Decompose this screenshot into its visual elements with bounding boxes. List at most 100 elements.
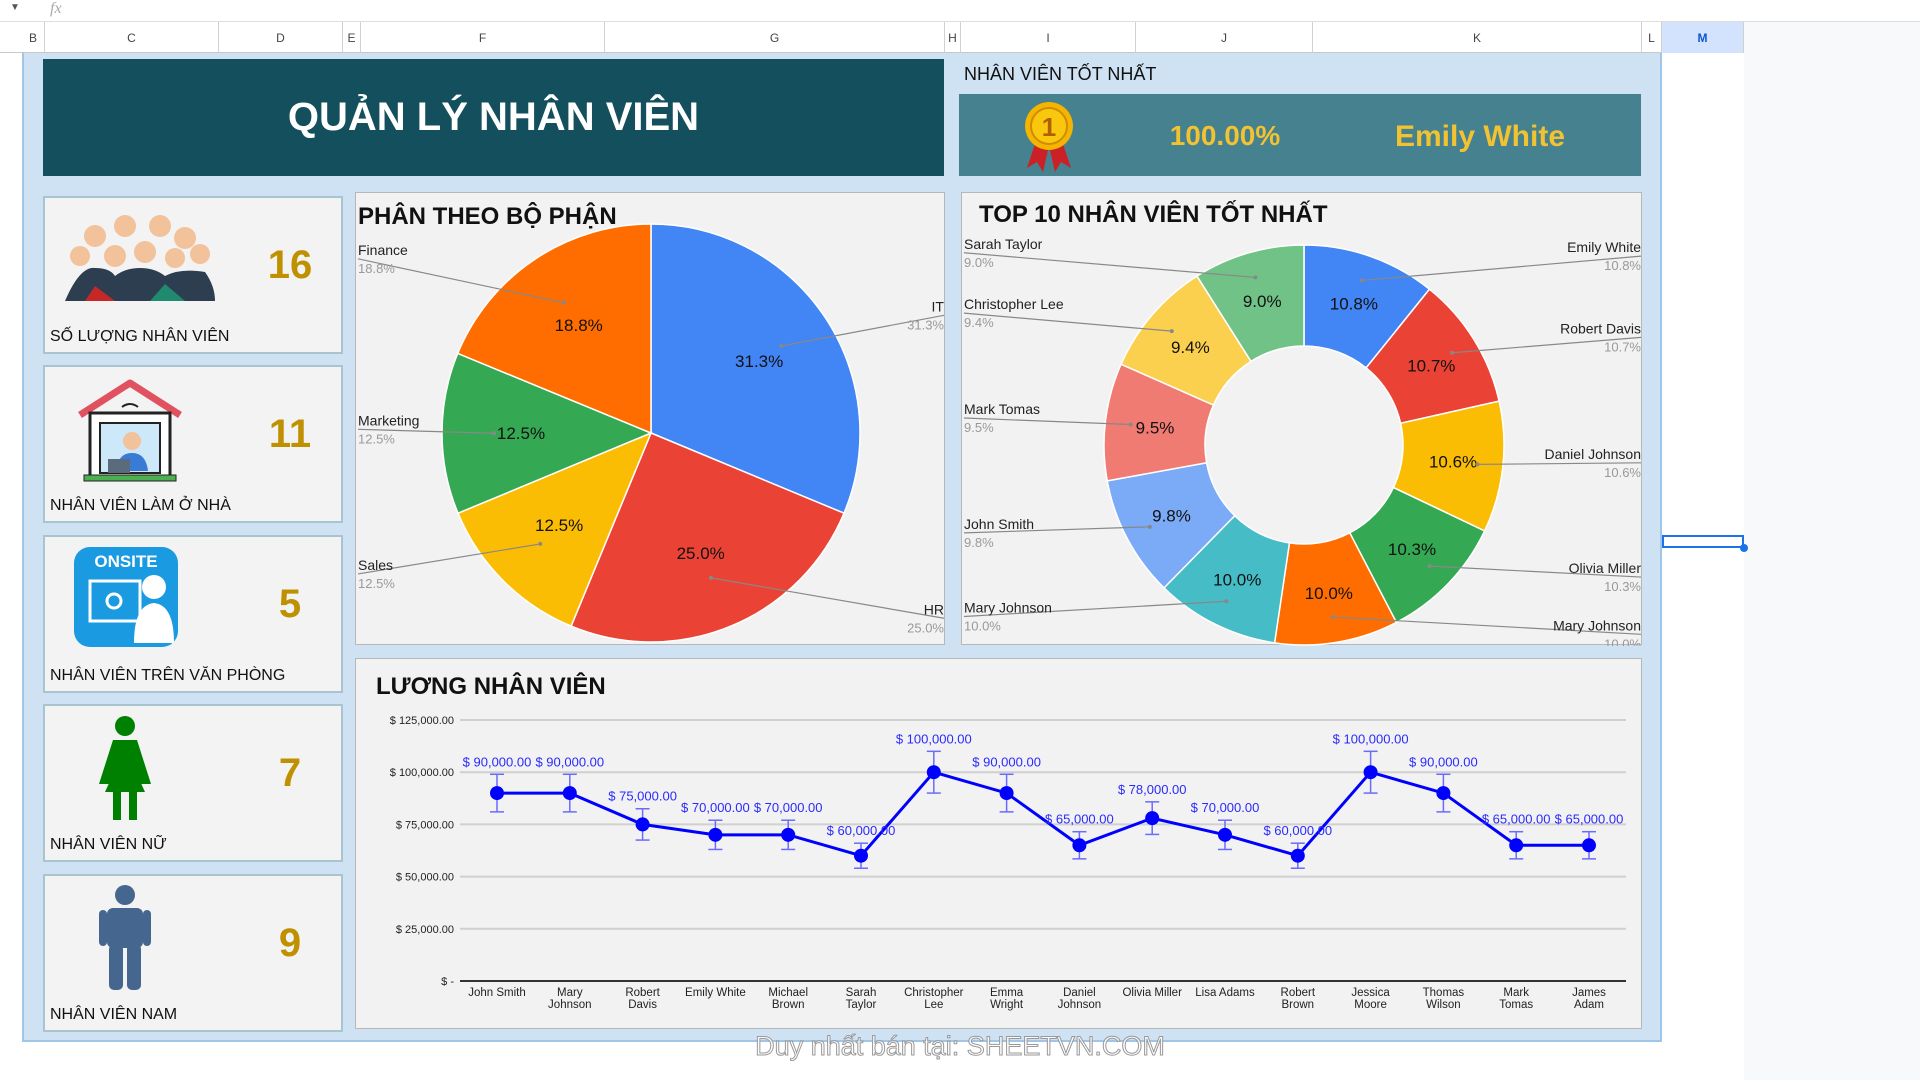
formula-bar[interactable]: ▼ fx <box>0 0 1920 22</box>
best-employee-name: Emily White <box>1394 120 1566 153</box>
sheet-empty-area <box>1744 22 1920 1080</box>
fill-handle[interactable] <box>1740 544 1748 552</box>
salary-line-chart: LƯƠNG NHÂN VIÊN $ - $ 25,000.00 $ 50,000.0… <box>355 658 1642 1029</box>
legend-value: 9.8% <box>964 535 994 550</box>
legend-value: 10.6% <box>1604 465 1641 480</box>
column-header-E[interactable]: E <box>343 22 361 53</box>
slice-label: 9.8% <box>1152 506 1191 525</box>
y-tick-label: $ 75,000.00 <box>396 819 454 831</box>
x-tick-label: Moore <box>1354 999 1387 1011</box>
data-point <box>708 827 723 842</box>
legend-value: 10.7% <box>1604 339 1641 354</box>
x-tick-label: Brown <box>772 999 805 1011</box>
data-label: $ 90,000.00 <box>463 754 532 769</box>
slice-label: 10.7% <box>1407 357 1455 376</box>
line-svg: $ - $ 25,000.00 $ 50,000.00 $ 75,000.00 $ 10… <box>390 715 1626 1011</box>
slice-label: 9.4% <box>1171 338 1210 357</box>
leader-dot <box>538 541 543 546</box>
column-header-D[interactable]: D <box>219 22 343 53</box>
card-label: SỐ LƯỢNG NHÂN VIÊN <box>50 328 230 345</box>
legend-name: Sales <box>358 557 393 573</box>
slice-hr <box>570 432 845 643</box>
column-header-L[interactable]: L <box>1642 22 1662 53</box>
column-header-H[interactable]: H <box>945 22 961 53</box>
data-label: $ 75,000.00 <box>608 789 677 804</box>
leader-dot <box>1128 422 1133 427</box>
slice-it <box>650 223 861 515</box>
y-tick-label: $ 25,000.00 <box>396 924 454 936</box>
card-female: 7 NHÂN VIÊN NỮ <box>43 704 343 862</box>
slice-label: 10.0% <box>1305 584 1353 603</box>
selected-cell[interactable] <box>1662 535 1744 548</box>
male-icon <box>99 885 151 990</box>
slice-label: 10.6% <box>1429 453 1477 472</box>
slice-label: 31.3% <box>735 352 783 371</box>
data-point <box>490 786 504 801</box>
card-onsite: ONSITE 5 NHÂN VIÊN TRÊN VĂN PHÒNG <box>43 535 343 693</box>
x-tick-label: Lisa Adams <box>1195 987 1255 999</box>
data-label: $ 90,000.00 <box>1409 754 1478 769</box>
female-icon <box>99 716 151 820</box>
leader-dot <box>1224 599 1229 604</box>
column-header-M[interactable]: M <box>1662 22 1744 53</box>
leader-dot <box>1330 615 1335 620</box>
leader-line <box>963 312 1172 332</box>
slice-label: 10.3% <box>1388 540 1436 559</box>
y-tick-label: $ 125,000.00 <box>390 715 454 727</box>
data-point <box>926 765 941 780</box>
x-tick-label: Adam <box>1574 999 1604 1011</box>
svg-text:ONSITE: ONSITE <box>94 552 157 571</box>
leader-dot <box>492 431 497 436</box>
data-point <box>999 786 1014 801</box>
data-label: $ 100,000.00 <box>1333 731 1409 746</box>
legend-value: 10.0% <box>964 619 1001 634</box>
department-pie-chart: PHÂN THEO BỘ PHẬN 31.3% IT 31.3% 25.0% HR 25.… <box>355 192 945 645</box>
card-value: 5 <box>278 582 302 626</box>
leader-line <box>963 252 1256 279</box>
card-work-from-home: 11 NHÂN VIÊN LÀM Ở NHÀ <box>43 365 343 523</box>
column-header-B[interactable]: B <box>22 22 45 53</box>
leader-line <box>963 526 1150 534</box>
legend-name: Daniel Johnson <box>1544 446 1641 462</box>
card-label: NHÂN VIÊN NAM <box>50 1006 178 1023</box>
legend-name: John Smith <box>964 516 1034 532</box>
legend-value: 9.0% <box>964 255 994 270</box>
card-value: 16 <box>267 243 313 287</box>
work-from-home-icon <box>78 379 182 482</box>
x-tick-label: Daniel <box>1063 987 1096 999</box>
column-header-G[interactable]: G <box>605 22 945 53</box>
data-point <box>1218 827 1232 842</box>
name-box-dropdown-icon[interactable]: ▼ <box>10 2 20 13</box>
column-header-I[interactable]: I <box>961 22 1136 53</box>
leader-dot <box>1169 329 1174 334</box>
data-point <box>781 827 796 842</box>
slice-marketing <box>441 352 653 515</box>
leader-dot <box>1360 278 1365 283</box>
data-point <box>1363 765 1378 780</box>
leader-line <box>357 543 541 575</box>
page-title: QUẢN LÝ NHÂN VIÊN <box>43 59 944 176</box>
x-tick-label: Wilson <box>1426 999 1461 1011</box>
card-value: 11 <box>268 412 312 456</box>
legend-name: Finance <box>358 242 408 258</box>
legend-name: Christopher Lee <box>964 296 1064 312</box>
leader-dot <box>1475 462 1480 467</box>
svg-text:1: 1 <box>1042 112 1056 142</box>
best-employee-percent: 100.00% <box>1169 120 1281 151</box>
column-header-F[interactable]: F <box>361 22 605 53</box>
data-point <box>635 817 650 832</box>
x-tick-label: Tomas <box>1499 999 1533 1011</box>
x-tick-label: Michael <box>768 987 808 999</box>
legend-name: Olivia Miller <box>1569 560 1642 576</box>
column-header-J[interactable]: J <box>1136 22 1313 53</box>
column-header-K[interactable]: K <box>1313 22 1642 53</box>
legend-value: 31.3% <box>907 317 944 332</box>
leader-line <box>963 600 1227 618</box>
legend-value: 12.5% <box>358 576 395 591</box>
legend-value: 10.8% <box>1604 258 1641 273</box>
column-header-C[interactable]: C <box>45 22 219 53</box>
card-value: 7 <box>278 751 302 795</box>
slice-label: 10.8% <box>1330 295 1378 314</box>
x-tick-label: Davis <box>628 999 657 1011</box>
legend-value: 18.8% <box>358 261 395 276</box>
